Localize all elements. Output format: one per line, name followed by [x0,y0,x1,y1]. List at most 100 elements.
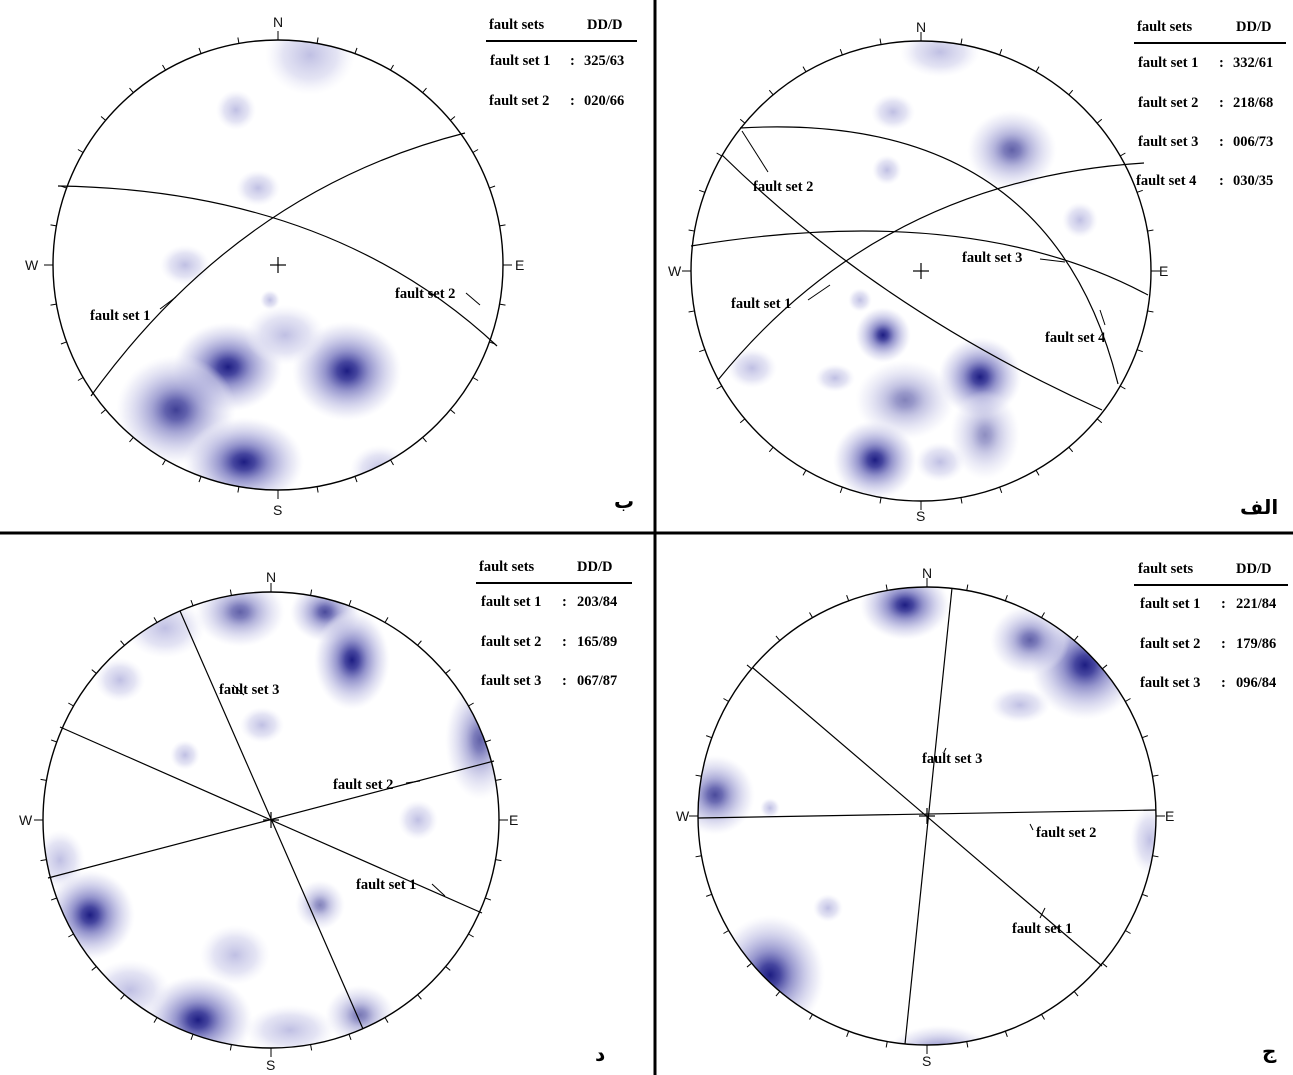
net-tick [1073,991,1079,997]
table-row-value: 325/63 [584,53,624,69]
table-row-sep: : [1219,95,1224,111]
net-tick [723,698,729,702]
net-tick [198,47,202,54]
table-row-sep: : [562,634,567,650]
net-tick [417,994,422,1000]
fault-plane-4 [739,126,1119,385]
net-tick [1102,962,1108,968]
net-tick [489,185,496,189]
net-tick [120,994,125,1000]
net-tick [390,64,394,71]
net-tick [1136,189,1143,193]
table-col-name: fault sets [489,17,545,33]
net-tick [190,599,194,606]
panel-letter: ب [614,489,634,513]
table-row-value: 203/84 [577,594,617,610]
net-tick [472,149,479,153]
net-tick [100,116,106,121]
fault-set-2-label: fault set 2 [333,777,393,793]
net-tick [1125,698,1131,702]
net-tick [1068,89,1074,96]
net-tick [768,89,774,96]
net-tick [422,87,427,93]
north-label: N [916,19,926,35]
net-ticks [682,32,1160,510]
net-tick [879,497,882,504]
net-tick [310,589,313,596]
net-tick [422,437,427,443]
table-row-name: fault set 2 [489,93,549,109]
net-tick [50,224,57,227]
net-tick [450,409,456,414]
table-row-value: 067/87 [577,673,617,689]
net-tick [879,38,882,45]
fault-plane-3 [690,230,1149,296]
net-tick [775,991,781,997]
fault-set-2-label: fault set 2 [753,179,813,195]
density-contours [43,592,499,1048]
net-tick [839,49,843,56]
table-row-name: fault set 2 [1140,636,1200,652]
table-col-value: DD/D [587,17,622,33]
net-tick [699,189,706,193]
table-row-sep: : [1219,134,1224,150]
panel-b: N S E W fault set 1 fault set 2 fault se… [25,14,637,518]
net-tick [723,930,729,934]
table-row-name: fault set 2 [1138,95,1198,111]
east-label: E [1165,808,1174,824]
net-tick [960,497,963,504]
net-tick [468,702,474,707]
west-label: W [19,812,33,828]
east-label: E [509,812,518,828]
table-row-name: fault set 2 [481,634,541,650]
table-row-value: 020/66 [584,93,624,109]
net-tick [100,409,106,414]
net-tick [999,49,1003,56]
net-tick [1096,118,1103,124]
net-tick [485,897,492,901]
net-tick [495,778,502,781]
fault-plane-1 [717,162,1145,381]
net-tick [1035,66,1040,73]
net-tick [960,38,963,45]
density-contours [727,41,1098,500]
fault-plane-2 [57,185,498,347]
orientation-table: fault sets DD/D fault set 1 : 203/84 fau… [476,559,632,689]
net-tick [499,224,506,227]
net-tick [716,152,723,157]
fault-set-2-label: fault set 2 [395,286,455,302]
table-row-value: 030/35 [1233,173,1273,189]
net-tick [966,1041,969,1048]
fault-plane-3 [904,587,953,1045]
net-tick [354,47,358,54]
orientation-table: fault sets DD/D fault set 1 : 332/61 fau… [1134,19,1286,189]
table-row-name: fault set 1 [481,594,541,610]
fault-set-1-label: fault set 1 [731,296,791,312]
table-col-name: fault sets [1137,19,1193,35]
net-tick [472,377,479,381]
net-tick [695,855,702,858]
north-label: N [273,14,283,30]
net-tick [885,584,888,591]
panel-letter: الف [1240,495,1278,519]
net-tick [417,640,422,646]
table-row-name: fault set 3 [1140,675,1200,691]
south-label: S [922,1053,931,1069]
net-tick [802,66,807,73]
net-tick [1041,1014,1045,1020]
net-tick [846,595,850,601]
south-label: S [266,1057,275,1073]
north-label: N [266,569,276,585]
table-row-name: fault set 1 [490,53,550,69]
net-tick [809,612,813,618]
net-tick [354,476,358,483]
net-tick [384,617,389,623]
net-tick [60,341,67,345]
west-label: W [668,263,682,279]
panel-alef: N S E W fault set 2 fault set 1 fault se… [668,19,1286,524]
net-tick [999,486,1003,493]
net-tick [1152,774,1159,777]
table-row-sep: : [1219,173,1224,189]
table-row-sep: : [570,53,575,69]
